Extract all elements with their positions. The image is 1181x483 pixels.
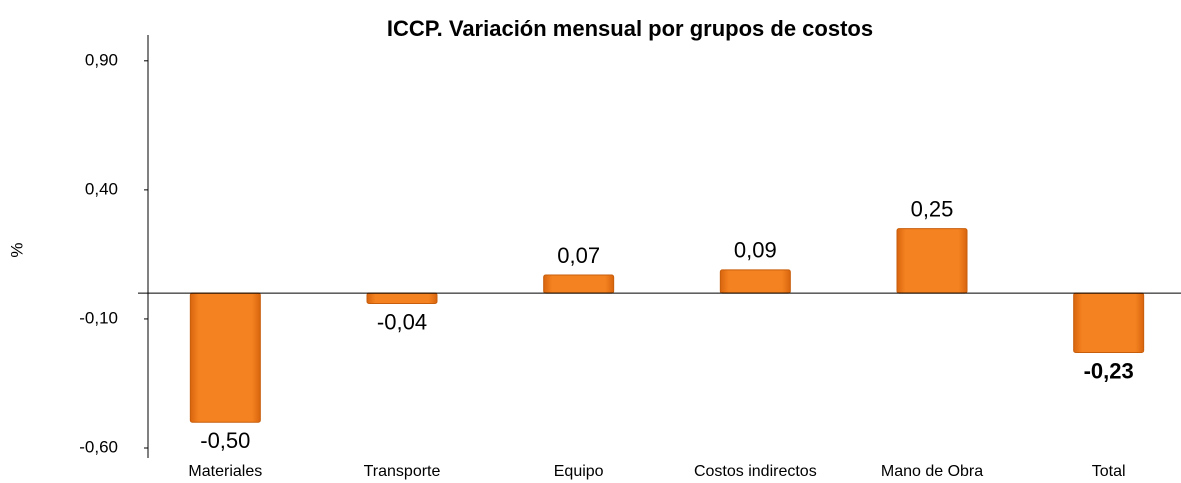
value-label: 0,09 [734, 238, 777, 263]
bar [719, 269, 791, 294]
bar [896, 228, 968, 294]
value-label: 0,07 [557, 243, 600, 268]
bar [543, 274, 615, 294]
chart-title: ICCP. Variación mensual por grupos de co… [387, 16, 873, 41]
value-label: -0,04 [377, 309, 427, 334]
value-label: -0,23 [1084, 358, 1134, 383]
x-tick-label: Equipo [554, 463, 604, 480]
x-tick-label: Costos indirectos [694, 463, 817, 480]
x-tick-label: Materiales [188, 463, 262, 480]
y-tick-label: -0,60 [79, 437, 118, 456]
value-label: -0,50 [200, 428, 250, 453]
x-tick-label: Total [1092, 463, 1126, 480]
y-tick-label: -0,10 [79, 308, 118, 327]
value-label: 0,25 [911, 196, 954, 221]
y-axis-label: % [7, 242, 26, 257]
y-tick-label: 0,90 [85, 50, 118, 69]
bar [366, 292, 438, 304]
bar [1073, 292, 1145, 353]
x-tick-label: Transporte [364, 463, 441, 480]
bar [189, 292, 261, 423]
y-tick-label: 0,40 [85, 179, 118, 198]
x-tick-label: Mano de Obra [881, 463, 983, 480]
